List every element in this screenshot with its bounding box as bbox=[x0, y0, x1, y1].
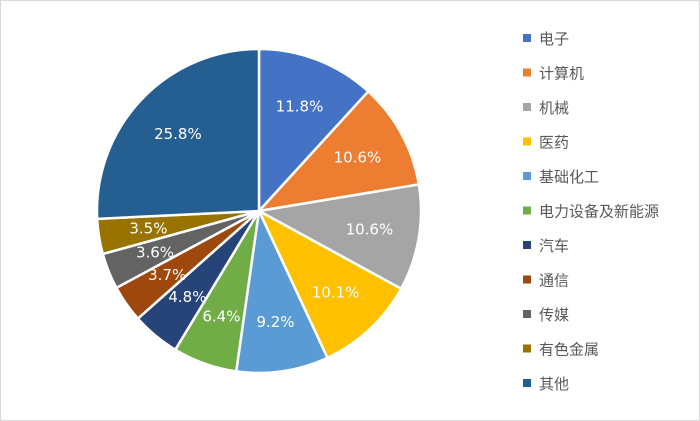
pie-slice-2 bbox=[257, 183, 423, 290]
legend-label-4: 基础化工 bbox=[539, 168, 599, 186]
legend-swatch-4 bbox=[523, 172, 531, 180]
legend-swatch-0 bbox=[523, 34, 531, 42]
pie-slice-1 bbox=[257, 90, 421, 213]
pie-data-labels: 11.8% 10.6% 10.6% 10.1% 9.2% 6.4% 4.8% 3.7% 3.6%… bbox=[129, 98, 393, 331]
legend-label-1: 计算机 bbox=[539, 65, 584, 83]
legend-swatch-2 bbox=[523, 103, 531, 111]
data-label-1: 10.6% bbox=[334, 149, 382, 167]
pie-slices bbox=[95, 47, 423, 375]
legend-label-7: 通信 bbox=[539, 272, 569, 290]
legend-swatch-1 bbox=[523, 68, 531, 77]
pie-slice-0 bbox=[257, 47, 370, 213]
data-label-8: 3.6% bbox=[136, 244, 174, 262]
data-label-6: 4.8% bbox=[168, 288, 206, 306]
legend-label-10: 其他 bbox=[539, 375, 569, 393]
legend-swatch-5 bbox=[523, 206, 531, 215]
legend-label-8: 传媒 bbox=[539, 306, 569, 324]
data-label-0: 11.8% bbox=[276, 98, 324, 116]
legend-label-5: 电力设备及新能源 bbox=[539, 203, 659, 221]
legend-label-9: 有色金属 bbox=[539, 341, 599, 359]
legend-swatch-6 bbox=[523, 241, 531, 249]
data-label-4: 9.2% bbox=[256, 313, 294, 331]
legend-swatch-7 bbox=[523, 275, 531, 284]
pie-slice-4 bbox=[234, 209, 329, 375]
data-label-7: 3.7% bbox=[148, 266, 186, 284]
data-label-9: 3.5% bbox=[129, 220, 167, 238]
legend-label-3: 医药 bbox=[539, 134, 569, 152]
legend-label-0: 电子 bbox=[539, 30, 569, 48]
data-label-10: 25.8% bbox=[154, 125, 202, 143]
data-label-2: 10.6% bbox=[346, 221, 394, 239]
legend-swatch-9 bbox=[523, 344, 531, 353]
legend-swatch-10 bbox=[523, 379, 531, 387]
legend-label-2: 机械 bbox=[539, 99, 569, 117]
legend-swatch-3 bbox=[523, 137, 531, 146]
data-label-3: 10.1% bbox=[312, 284, 360, 302]
data-label-5: 6.4% bbox=[202, 308, 240, 326]
legend-swatch-8 bbox=[523, 310, 531, 318]
pie-slice-10 bbox=[95, 47, 261, 221]
legend-label-6: 汽车 bbox=[539, 237, 569, 255]
pie-slice-3 bbox=[257, 209, 403, 360]
